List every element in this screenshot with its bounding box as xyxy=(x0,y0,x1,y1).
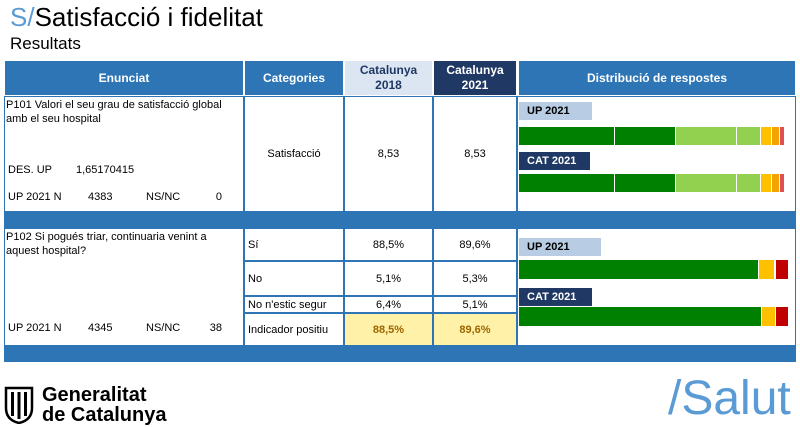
category-cell: Indicador positiu xyxy=(244,313,344,346)
bar-segment xyxy=(519,307,762,326)
bar-segment xyxy=(675,127,738,145)
bar-segment xyxy=(779,127,785,145)
value-2018: 8,53 xyxy=(344,96,433,212)
bar-segment xyxy=(771,127,780,145)
question-text: P102 Si pogués triar, continuaria venint… xyxy=(6,231,207,257)
distribution-cell xyxy=(517,96,796,212)
logo-svg xyxy=(4,386,34,425)
question-text: P101 Valori el seu grau de satisfacció g… xyxy=(6,99,222,125)
bar-segment xyxy=(775,307,789,326)
value-2018: 6,4% xyxy=(344,296,433,313)
column-header: Catalunya 2018 xyxy=(344,60,433,96)
nsnc-label: NS/NC xyxy=(146,191,181,203)
column-header: Catalunya 2021 xyxy=(433,60,517,96)
logo-line2: de Catalunya xyxy=(42,404,167,426)
value-2021: 89,6% xyxy=(433,313,517,346)
series-label: CAT 2021 xyxy=(519,152,590,170)
bar-segment xyxy=(614,174,676,192)
brand: /Salut xyxy=(668,372,791,425)
value-2018: 5,1% xyxy=(344,261,433,296)
separator-band xyxy=(4,212,796,228)
bar-segment xyxy=(761,127,772,145)
question-cell xyxy=(4,96,244,212)
subtitle: Resultats xyxy=(10,34,81,53)
bar-segment xyxy=(675,174,738,192)
bar-segment xyxy=(614,127,676,145)
value-2021: 89,6% xyxy=(433,228,517,261)
value-2018: 88,5% xyxy=(344,313,433,346)
value-2021: 5,3% xyxy=(433,261,517,296)
bar-segment xyxy=(762,307,776,326)
category-cell: Sí xyxy=(244,228,344,261)
series-label: UP 2021 xyxy=(519,102,592,120)
series-label: UP 2021 xyxy=(519,238,601,256)
value-2021: 8,53 xyxy=(433,96,517,212)
title: Satisfacció i fidelitat xyxy=(34,2,263,32)
n-value: 4383 xyxy=(88,191,113,203)
column-header: Enunciat xyxy=(4,60,244,96)
bar-segment xyxy=(779,174,785,192)
bar-segment xyxy=(737,127,762,145)
value-2018: 88,5% xyxy=(344,228,433,261)
des-value: 1,65170415 xyxy=(76,164,135,176)
question-cell xyxy=(4,228,244,346)
nsnc-value: 0 xyxy=(215,191,222,203)
value-2021: 5,1% xyxy=(433,296,517,313)
bar-segment xyxy=(771,174,780,192)
nsnc-value: 38 xyxy=(209,322,222,334)
separator-band xyxy=(4,346,796,362)
logo-line1: Generalitat xyxy=(42,384,147,406)
n-label: UP 2021 N xyxy=(8,322,62,334)
column-header: Categories xyxy=(244,60,344,96)
n-value: 4345 xyxy=(88,322,113,334)
title-prefix: S/ xyxy=(10,2,35,32)
logo-icon xyxy=(4,384,34,425)
des-label: DES. UP xyxy=(8,164,53,176)
category-cell: Satisfacció xyxy=(244,96,344,212)
category-cell: No n'estic segur xyxy=(244,296,344,313)
bar-segment xyxy=(519,127,615,145)
column-header: Distribució de respostes xyxy=(518,60,796,96)
distribution-cell xyxy=(517,228,796,346)
bar-segment xyxy=(737,174,762,192)
bar-segment xyxy=(759,260,776,279)
title-line: S/Satisfacció i fidelitat xyxy=(10,2,263,33)
nsnc-label: NS/NC xyxy=(146,322,181,334)
category-cell: No xyxy=(244,261,344,296)
bar-segment xyxy=(775,260,789,279)
bar-segment xyxy=(519,260,760,279)
n-label: UP 2021 N xyxy=(8,191,62,203)
series-label: CAT 2021 xyxy=(519,288,592,306)
bar-segment xyxy=(761,174,772,192)
bar-segment xyxy=(519,174,615,192)
